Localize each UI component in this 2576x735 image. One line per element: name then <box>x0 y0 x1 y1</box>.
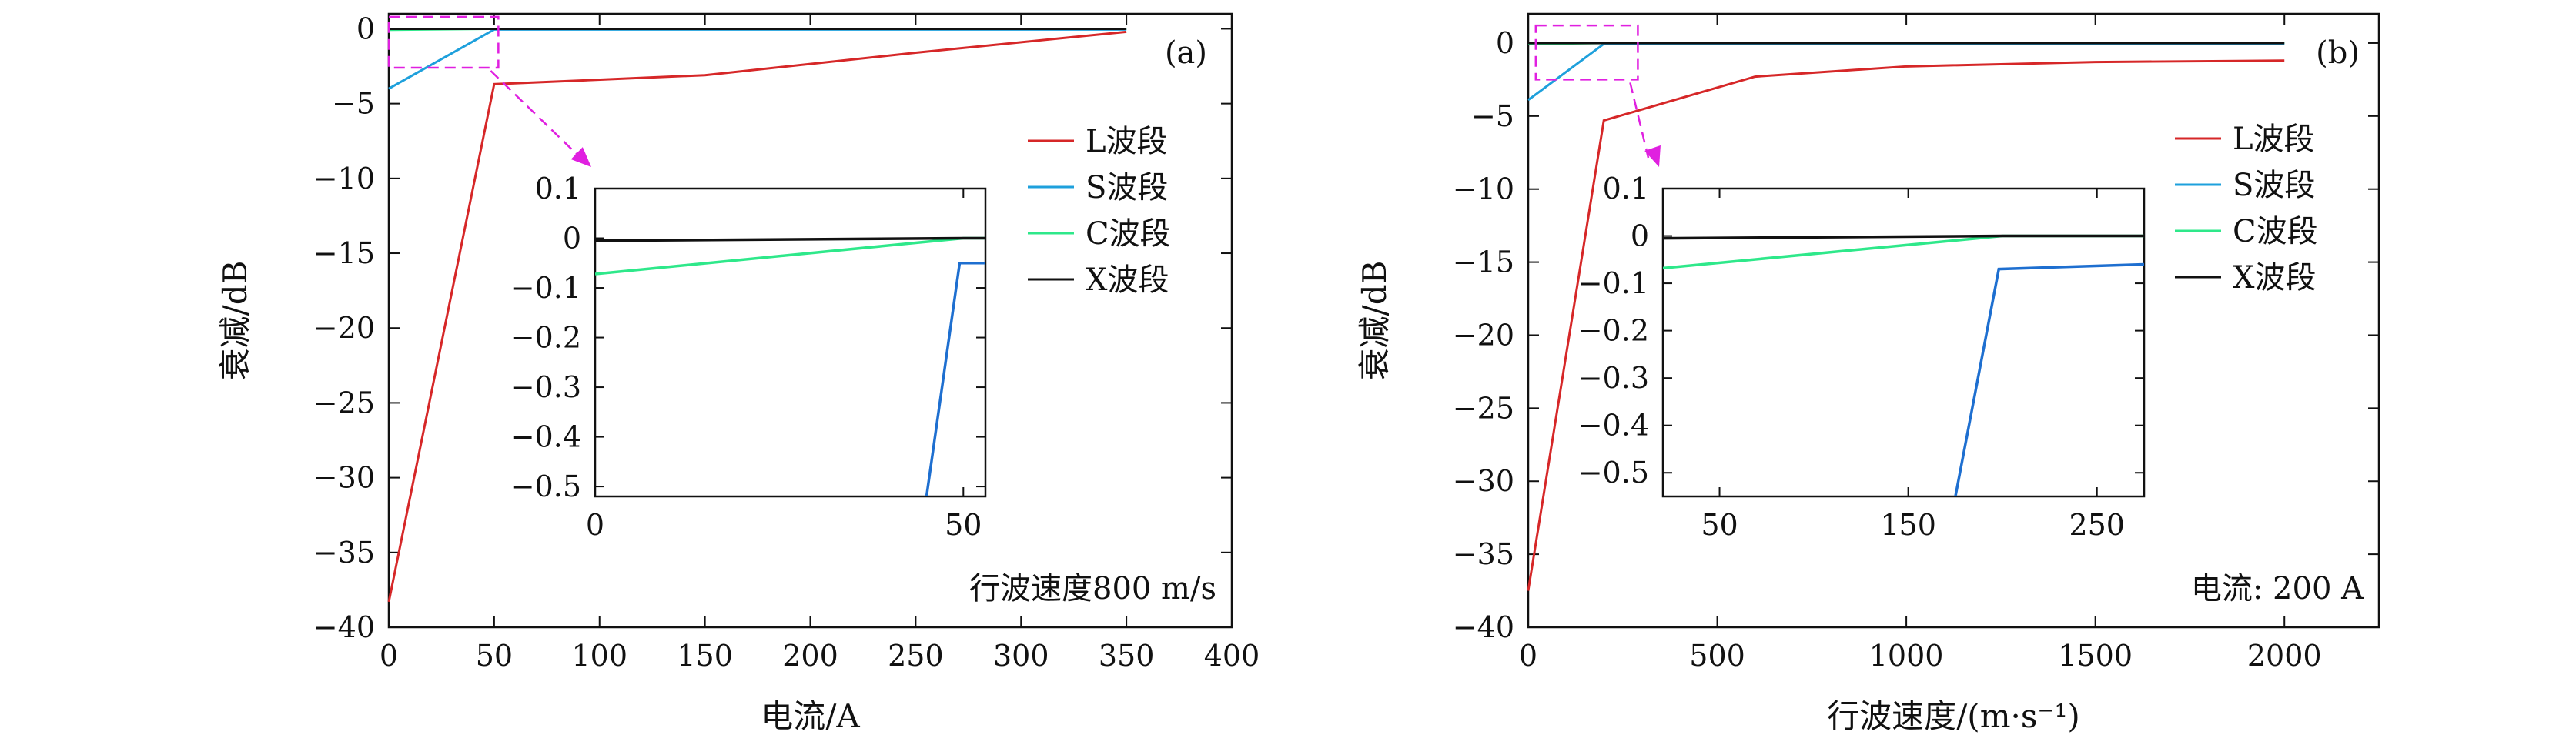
x-tick-label: 2000 <box>2247 639 2322 673</box>
zoom-arrow-line <box>1629 82 1650 159</box>
inset-x-tick-label: 250 <box>2069 508 2125 542</box>
legend-label: C波段 <box>1086 216 1171 252</box>
y-tick-label: −35 <box>313 536 375 570</box>
inset-y-tick-label: −0.2 <box>1578 314 1649 348</box>
zoom-box <box>387 15 500 69</box>
inset-y-tick-label: 0.1 <box>1603 172 1649 205</box>
legend-label: X波段 <box>2233 260 2316 296</box>
y-tick-label: −30 <box>1453 464 1514 498</box>
inset-series-line-1 <box>925 262 985 496</box>
panel-label: (a) <box>1165 35 1207 71</box>
inset-series-line-3 <box>1663 234 2144 240</box>
x-tick-label: 1000 <box>1869 639 1944 673</box>
x-tick-label: 250 <box>888 639 944 673</box>
legend: L波段 S波段 C波段 X波段 <box>1028 124 1171 298</box>
inset-plot: 50 150 250 0.1 0 −0.1 −0.2 −0.3 −0.4 −0.5 <box>1578 172 2146 542</box>
legend-label: X波段 <box>1086 262 1169 298</box>
y-tick-label: −10 <box>1453 172 1514 206</box>
condition-annotation: 行波速度800 m/s <box>969 571 1216 606</box>
condition-annotation: 电流: 200 A <box>2191 571 2364 606</box>
y-tick-label: −15 <box>1453 246 1514 279</box>
inset-y-tick-label: 0 <box>563 222 581 256</box>
inset-y-tick-label: −0.4 <box>1578 409 1649 443</box>
inset-y-tick-label: −0.2 <box>510 321 581 355</box>
y-tick-label: −5 <box>332 87 375 121</box>
x-axis-label: 电流/A <box>761 697 860 735</box>
x-tick-label: 1500 <box>2058 639 2133 673</box>
x-tick-label: 300 <box>993 639 1049 673</box>
y-tick-label: −35 <box>1453 537 1514 571</box>
inset-y-tick-label: 0 <box>1631 219 1649 253</box>
y-axis-label: 衰减/dB <box>216 261 254 381</box>
x-tick-label: 150 <box>677 639 733 673</box>
legend-label: L波段 <box>2233 122 2315 157</box>
series-line-2 <box>1527 42 2285 102</box>
inset-y-tick-label: −0.5 <box>1578 456 1649 489</box>
inset-y-tick-label: −0.4 <box>510 420 581 454</box>
inset-series-group <box>1663 234 2144 496</box>
y-tick-label: −25 <box>313 386 375 419</box>
y-tick-label: −5 <box>1471 99 1514 133</box>
legend-label: L波段 <box>1086 124 1168 159</box>
series-line-1 <box>387 30 1127 603</box>
y-tick-label: −25 <box>1453 391 1514 425</box>
chart-panel-b: 0 500 1000 1500 20000−5−10−15−20−25−30−35−40… <box>1356 12 2380 735</box>
x-tick-label: 400 <box>1204 639 1260 673</box>
inset-series-group <box>595 236 985 496</box>
panel-label: (b) <box>2316 35 2360 71</box>
series-line-1 <box>1527 59 2285 591</box>
x-tick-label: 200 <box>782 639 838 673</box>
inset-series-line-3 <box>595 236 985 242</box>
plot-frame <box>1527 12 2380 629</box>
x-tick-label: 350 <box>1099 639 1155 673</box>
inset-y-tick-label: 0.1 <box>535 172 581 205</box>
inset-y-tick-label: −0.5 <box>510 469 581 503</box>
y-tick-label: 0 <box>356 12 375 45</box>
zoom-box <box>1534 24 1639 81</box>
inset-x-tick-label: 50 <box>1701 508 1738 542</box>
x-tick-label: 0 <box>1519 639 1537 673</box>
y-tick-label: −20 <box>313 311 375 345</box>
inset-plot: 0 50 0.1 0 −0.1 −0.2 −0.3 −0.4 −0.5 <box>510 172 987 542</box>
inset-series-line-1 <box>1954 262 2144 496</box>
x-tick-label: 0 <box>380 639 398 673</box>
x-tick-label: 100 <box>571 639 627 673</box>
legend-label: S波段 <box>2233 168 2315 203</box>
y-tick-label: −30 <box>313 461 375 495</box>
inset-y-tick-label: −0.1 <box>510 271 581 305</box>
inset-x-tick-label: 50 <box>945 508 982 542</box>
zoom-arrow-head <box>1644 145 1661 167</box>
y-tick-label: −20 <box>1453 318 1514 352</box>
inset-y-tick-label: −0.3 <box>510 370 581 404</box>
legend-label: C波段 <box>2233 214 2318 249</box>
inset-frame <box>594 187 987 498</box>
inset-y-tick-label: −0.1 <box>1578 266 1649 300</box>
legend-label: S波段 <box>1086 170 1168 205</box>
x-tick-label: 50 <box>476 639 513 673</box>
inset-y-tick-label: −0.3 <box>1578 361 1649 395</box>
chart-panel-a: 0 50 100 150 200 250 300 350 400 0 −5 −10 −15 −20 −25 −… <box>216 12 1260 735</box>
inset-x-tick-label: 150 <box>1880 508 1936 542</box>
y-tick-label: 0 <box>1496 26 1514 60</box>
x-tick-label: 500 <box>1689 639 1745 673</box>
y-tick-label: −10 <box>313 162 375 195</box>
y-tick-label: −40 <box>1453 610 1514 644</box>
legend: L波段 S波段 C波段 X波段 <box>2175 122 2318 296</box>
zoom-arrow-line <box>490 70 581 159</box>
y-tick-label: −40 <box>313 610 375 644</box>
inset-x-tick-label: 0 <box>586 508 604 542</box>
y-axis-label: 衰减/dB <box>1356 261 1393 381</box>
zoom-arrow-head <box>570 147 591 167</box>
y-tick-label: −15 <box>313 236 375 270</box>
series-line-2 <box>388 28 1127 90</box>
inset-frame <box>1661 187 2146 498</box>
x-axis-label: 行波速度/(m·s⁻¹) <box>1827 697 2080 735</box>
